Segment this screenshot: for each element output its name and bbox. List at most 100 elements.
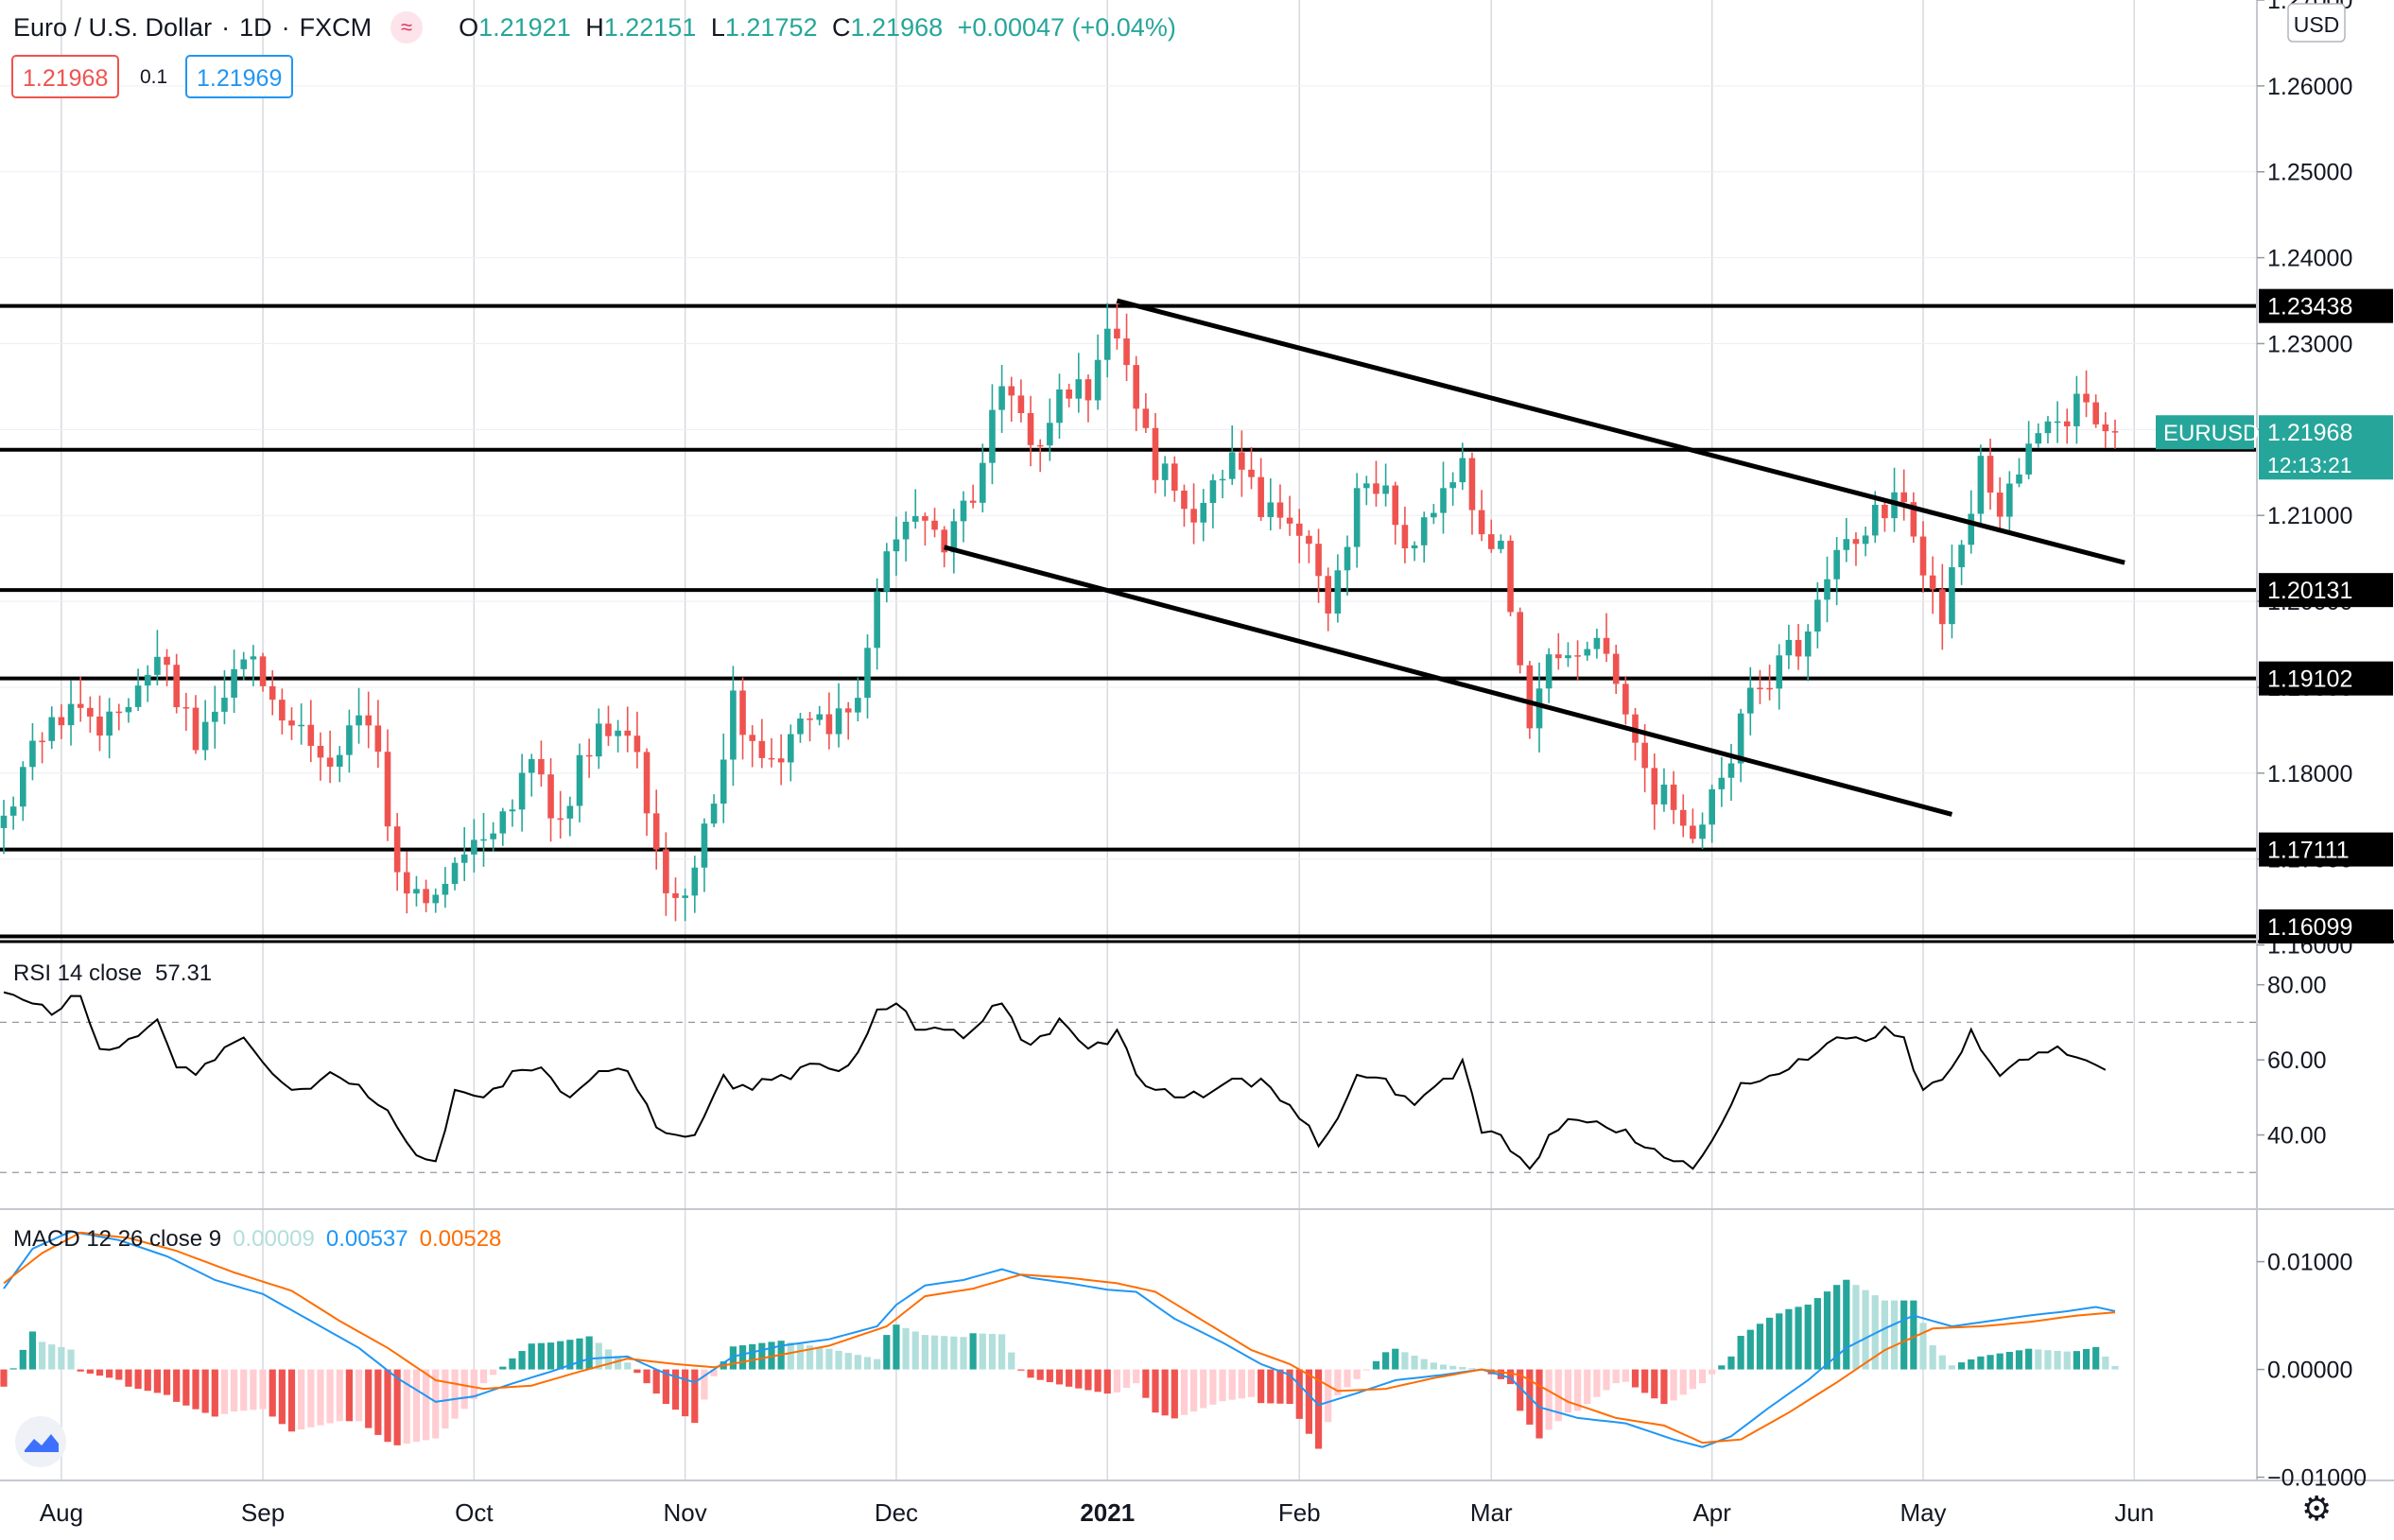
macd-histogram-bar [336, 1369, 343, 1422]
macd-line-value: 0.00537 [325, 1226, 408, 1252]
candle-body [1545, 654, 1553, 689]
settings-gear-icon[interactable]: ⚙ [2301, 1489, 2333, 1528]
macd-histogram-bar [326, 1369, 334, 1424]
candle [1852, 532, 1860, 566]
candle [173, 653, 180, 714]
candle [471, 819, 477, 873]
candle [77, 676, 84, 722]
candle-body [1757, 687, 1763, 690]
symbol-badge-label: EURUSD [2163, 421, 2259, 446]
candle-body [1958, 545, 1965, 568]
candle-body [1363, 483, 1370, 489]
macd-histogram-bar [278, 1369, 286, 1425]
macd-histogram-bar [1612, 1369, 1620, 1384]
candle-body [154, 656, 161, 675]
candle-body [1459, 458, 1466, 483]
candle-body [1555, 654, 1562, 659]
macd-histogram-bar [1881, 1300, 1888, 1370]
rsi-legend[interactable]: RSI 14 close 57.31 [13, 960, 212, 987]
macd-histogram-bar [509, 1358, 516, 1370]
candle [998, 365, 1005, 433]
level-price-badge [2259, 909, 2393, 943]
candle-body [1690, 825, 1696, 839]
macd-histogram-bar [979, 1333, 986, 1370]
candle [989, 384, 996, 485]
tradingview-logo-icon[interactable] [15, 1416, 66, 1467]
candle [931, 508, 938, 538]
macd-legend[interactable]: MACD 12 26 close 9 0.00009 0.00537 0.00528 [13, 1226, 501, 1253]
candle-body [1593, 637, 1601, 649]
candle [2025, 421, 2032, 479]
candle-body [1190, 509, 1197, 523]
candle-body [1103, 328, 1111, 360]
high-value: 1.22151 [603, 12, 697, 42]
buy-price-button[interactable]: 1.21969 [185, 55, 294, 98]
macd-histogram-bar [874, 1358, 881, 1370]
candle-body [1699, 824, 1706, 839]
candle-body [788, 734, 794, 763]
candle-body [1295, 523, 1303, 536]
price-tick-label: 1.26000 [2267, 74, 2352, 100]
candle [1084, 374, 1092, 423]
candle [192, 695, 200, 754]
candle-body [231, 668, 237, 698]
candle [1660, 768, 1668, 812]
horizontal-levels[interactable] [0, 303, 2257, 939]
candle [1373, 460, 1379, 507]
candle [777, 734, 785, 786]
legend-separator: · [221, 12, 231, 42]
candle-body [1709, 788, 1715, 825]
channel-lower-trendline [944, 545, 1953, 817]
trendlines[interactable] [944, 298, 2125, 817]
candle [1315, 528, 1322, 603]
macd-histogram-bar [1689, 1369, 1696, 1390]
symbol-name[interactable]: Euro / U.S. Dollar [13, 12, 213, 42]
macd-histogram-bar [2063, 1351, 2071, 1370]
sell-price-button[interactable]: 1.21968 [11, 55, 120, 98]
candle [384, 729, 391, 841]
candle-body [902, 521, 910, 540]
candle-body [1248, 469, 1255, 477]
macd-histogram-bar [106, 1369, 113, 1378]
candle-body [1622, 683, 1629, 715]
level-price-badge [2259, 661, 2393, 696]
macd-histogram-bar [1449, 1365, 1457, 1370]
macd-histogram-bar [758, 1342, 766, 1370]
macd-histogram-bar [231, 1369, 238, 1412]
interval-label[interactable]: 1D [239, 12, 272, 42]
candle [1612, 644, 1620, 695]
candle-body [460, 854, 468, 863]
rsi-tick-label: 60.00 [2267, 1047, 2327, 1074]
candle [1679, 794, 1687, 838]
candle [1526, 661, 1534, 739]
macd-histogram-bar [969, 1333, 977, 1370]
candle [1286, 495, 1293, 536]
macd-histogram-bar [1420, 1358, 1428, 1370]
macd-histogram-bar [643, 1369, 651, 1384]
time-axis[interactable]: Aug Sep Oct Nov Dec 2021 Feb Mar Apr May Jun [40, 1498, 2154, 1527]
macd-histogram-bar [1238, 1369, 1245, 1399]
candle-body [931, 520, 938, 530]
candle [307, 700, 315, 763]
candle [844, 701, 852, 740]
candle-body [749, 735, 755, 741]
candle-body [864, 648, 871, 699]
macd-histogram-bar [1439, 1364, 1448, 1370]
macd-histogram-bar [1036, 1369, 1044, 1380]
candle [259, 652, 267, 692]
candle [2016, 458, 2022, 488]
time-axis-label: Oct [455, 1498, 494, 1527]
candle-body [2025, 443, 2032, 475]
macd-histogram-bar [854, 1355, 861, 1370]
candle [730, 666, 737, 787]
candle [336, 746, 343, 783]
macd-histogram-bar [701, 1369, 708, 1400]
candle [874, 578, 880, 670]
time-axis-label: Dec [875, 1498, 918, 1527]
macd-histogram-bar [470, 1369, 477, 1399]
candle [39, 732, 45, 764]
macd-histogram-bar [1766, 1317, 1774, 1370]
price-axis[interactable]: 1.270001.260001.250001.240001.230001.220… [2156, 0, 2393, 1492]
